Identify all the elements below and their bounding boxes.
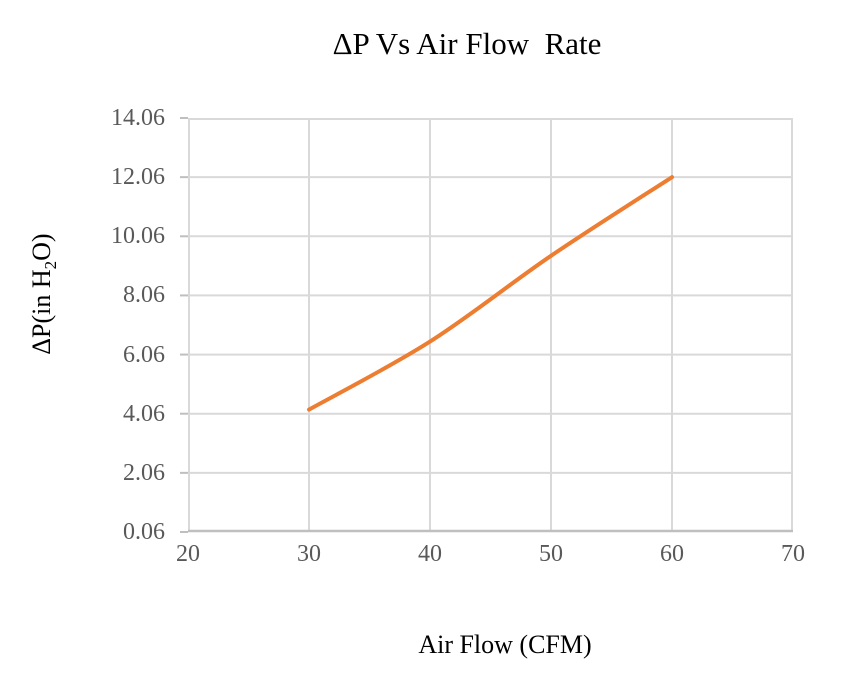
y-tick-label: 0.06 [123,519,165,545]
chart-svg [180,117,793,533]
x-tick-label: 50 [539,541,563,567]
data-line [307,175,674,412]
y-tick-label: 10.06 [111,223,165,250]
y-tick-label: 6.06 [123,341,165,368]
plot-area [180,117,793,533]
x-tick-label: 70 [781,541,805,567]
x-tick-label: 30 [297,541,321,567]
y-axis-title-subscript: 2 [41,260,61,270]
y-axis-title-prefix: ΔP(in H [26,269,56,355]
y-tick-label: 14.06 [111,105,165,131]
y-tick-label: 4.06 [123,400,165,427]
y-tick-label: 8.06 [123,282,165,309]
y-axis-title: ΔP(in H2O) [27,164,61,424]
x-axis-title: Air Flow (CFM) [418,630,592,659]
y-axis-title-suffix: O) [26,233,56,261]
y-tick-label: 2.06 [123,459,165,486]
chart-title: ΔP Vs Air Flow Rate [332,26,602,61]
x-tick-label: 40 [418,541,442,567]
x-tick-label: 60 [660,541,684,567]
x-tick-label: 20 [176,541,200,567]
y-tick-label: 12.06 [111,164,165,191]
